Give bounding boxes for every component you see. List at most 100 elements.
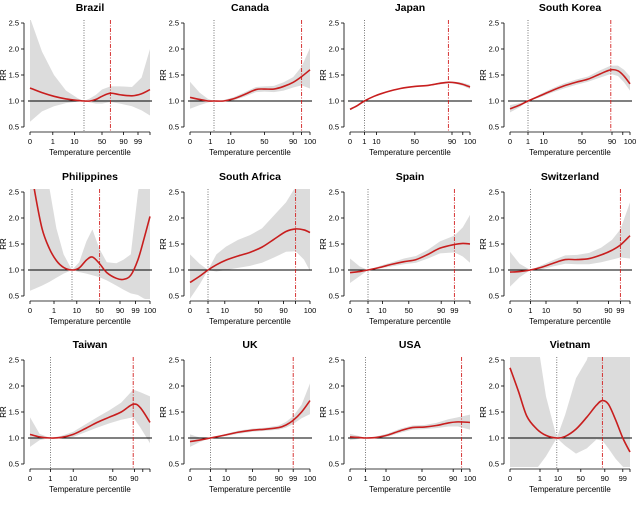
confidence-band <box>510 357 630 468</box>
x-tick-label: 50 <box>411 137 419 146</box>
x-tick-label: 50 <box>573 306 581 315</box>
x-tick-label: 90 <box>604 306 612 315</box>
y-tick-label: 1.5 <box>329 408 339 417</box>
x-tick-label: 100 <box>624 137 637 146</box>
x-tick-label: 100 <box>304 474 317 483</box>
y-tick-label: 1.0 <box>169 97 179 106</box>
confidence-band <box>190 383 310 448</box>
x-tick-label: 99 <box>134 137 142 146</box>
y-axis-label: RR <box>320 406 328 418</box>
y-tick-label: 1.5 <box>169 239 179 248</box>
x-tick-label: 0 <box>188 137 192 146</box>
y-axis-label: RR <box>320 69 328 81</box>
x-axis-label: Temperature percentile <box>49 485 131 494</box>
x-tick-label: 50 <box>95 306 103 315</box>
x-tick-label: 50 <box>405 306 413 315</box>
y-tick-label: 1.0 <box>329 265 339 274</box>
x-tick-label: 1 <box>51 137 55 146</box>
y-tick-label: 1.0 <box>9 97 19 106</box>
confidence-band <box>30 390 150 448</box>
x-tick-label: 0 <box>508 474 512 483</box>
y-axis-label: RR <box>160 69 168 81</box>
y-tick-label: 1.5 <box>329 71 339 80</box>
x-tick-label: 90 <box>279 306 287 315</box>
rr-curve <box>189 400 311 443</box>
panel-japan: Japan 0.5 1.0 1.5 2.0 2.5 RR 0 1 10 50 90 100 Tempera… <box>320 3 477 157</box>
panel-title: Canada <box>231 3 269 14</box>
x-tick-label: 0 <box>188 306 192 315</box>
y-tick-label: 0.5 <box>9 460 19 469</box>
y-tick-label: 2.0 <box>489 213 499 222</box>
x-tick-label: 10 <box>539 137 547 146</box>
x-tick-label: 50 <box>254 306 262 315</box>
y-tick-label: 0.5 <box>489 291 499 300</box>
panel-spain: Spain 0.5 1.0 1.5 2.0 2.5 RR 0 1 10 50 90 99 Temperat… <box>320 172 472 326</box>
y-tick-label: 2.5 <box>169 356 179 365</box>
y-tick-label: 2.0 <box>489 45 499 54</box>
y-axis-label: RR <box>0 69 8 81</box>
y-tick-label: 2.0 <box>169 382 179 391</box>
y-tick-label: 2.5 <box>489 356 499 365</box>
x-axis-label: Temperature percentile <box>209 317 291 326</box>
x-axis-label: Temperature percentile <box>209 148 291 157</box>
y-axis-label: RR <box>160 406 168 418</box>
panel-title: Brazil <box>76 3 105 14</box>
x-tick-label: 10 <box>382 474 390 483</box>
y-tick-label: 1.5 <box>169 408 179 417</box>
confidence-band <box>30 188 150 299</box>
confidence-band <box>30 19 150 122</box>
panel-title: South Korea <box>539 3 601 14</box>
x-tick-label: 50 <box>578 137 586 146</box>
y-tick-label: 0.5 <box>9 291 19 300</box>
y-tick-label: 1.0 <box>9 434 19 443</box>
x-tick-label: 0 <box>348 474 352 483</box>
y-tick-label: 1.0 <box>9 265 19 274</box>
panel-vietnam: Vietnam 0.5 1.0 1.5 2.0 2.5 RR 0 1 10 50 90 99 Temper… <box>480 340 632 494</box>
y-tick-label: 2.0 <box>489 382 499 391</box>
x-tick-label: 1 <box>52 306 56 315</box>
rr-curve <box>33 188 151 281</box>
panel-title: Vietnam <box>550 340 591 351</box>
x-tick-label: 90 <box>601 474 609 483</box>
panel-title: Japan <box>395 3 425 14</box>
x-tick-label: 0 <box>188 474 192 483</box>
y-tick-label: 1.0 <box>329 97 339 106</box>
x-tick-label: 100 <box>464 474 477 483</box>
panel-title: Philippines <box>62 172 118 183</box>
y-tick-label: 1.5 <box>489 239 499 248</box>
x-tick-label: 0 <box>28 306 32 315</box>
y-tick-label: 2.5 <box>489 187 499 196</box>
y-tick-label: 1.5 <box>329 239 339 248</box>
x-tick-label: 50 <box>260 137 268 146</box>
x-tick-label: 50 <box>109 474 117 483</box>
y-tick-label: 2.5 <box>169 187 179 196</box>
x-tick-label: 1 <box>528 306 532 315</box>
confidence-band <box>510 65 630 113</box>
panel-south-korea: South Korea 0.5 1.0 1.5 2.0 2.5 RR 0 1 10 50 90 100 T… <box>480 3 637 157</box>
rr-curve <box>509 367 631 453</box>
x-tick-label: 90 <box>119 137 127 146</box>
y-tick-label: 2.0 <box>169 45 179 54</box>
panel-title: Taiwan <box>73 340 108 351</box>
y-axis-label: RR <box>0 406 8 418</box>
y-tick-label: 0.5 <box>9 123 19 132</box>
x-tick-label: 10 <box>378 306 386 315</box>
x-tick-label: 10 <box>372 137 380 146</box>
x-tick-label: 1 <box>206 306 210 315</box>
x-tick-label: 100 <box>144 306 157 315</box>
panel-usa: USA 0.5 1.0 1.5 2.0 2.5 RR 0 1 10 50 90 100 Temperatu… <box>320 340 477 494</box>
panel-title: USA <box>399 340 422 351</box>
x-tick-label: 50 <box>98 137 106 146</box>
y-tick-label: 1.5 <box>489 71 499 80</box>
rr-curve <box>189 69 311 102</box>
rr-curve <box>509 234 631 273</box>
y-tick-label: 2.5 <box>169 19 179 28</box>
x-tick-label: 90 <box>608 137 616 146</box>
x-tick-label: 100 <box>464 137 477 146</box>
y-tick-label: 1.0 <box>489 265 499 274</box>
rr-curve <box>509 68 631 110</box>
x-tick-label: 1 <box>366 306 370 315</box>
y-tick-label: 1.5 <box>169 71 179 80</box>
y-axis-label: RR <box>0 238 8 250</box>
x-tick-label: 99 <box>131 306 139 315</box>
